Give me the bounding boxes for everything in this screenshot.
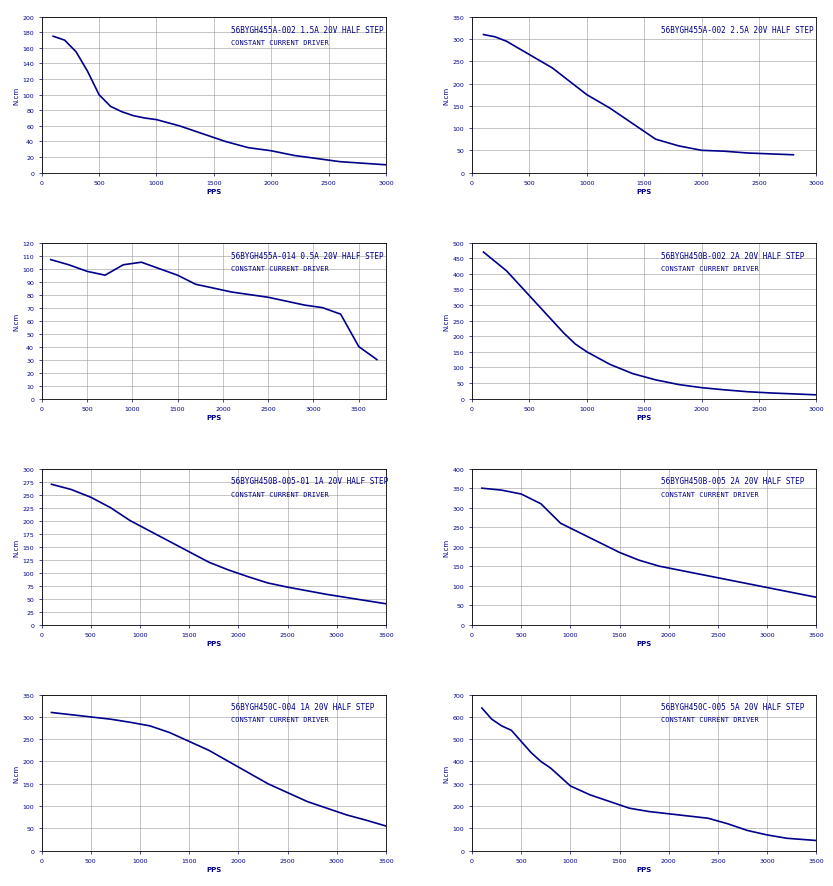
Text: CONSTANT CURRENT DRIVER: CONSTANT CURRENT DRIVER (231, 717, 329, 723)
Y-axis label: N.cm: N.cm (444, 764, 450, 781)
Text: CONSTANT CURRENT DRIVER: CONSTANT CURRENT DRIVER (661, 265, 759, 271)
X-axis label: PPS: PPS (207, 415, 222, 421)
Y-axis label: N.cm: N.cm (13, 764, 19, 781)
X-axis label: PPS: PPS (207, 189, 222, 195)
Y-axis label: N.cm: N.cm (13, 538, 19, 556)
Text: CONSTANT CURRENT DRIVER: CONSTANT CURRENT DRIVER (231, 40, 329, 45)
Text: CONSTANT CURRENT DRIVER: CONSTANT CURRENT DRIVER (231, 491, 329, 497)
X-axis label: PPS: PPS (207, 866, 222, 872)
Y-axis label: N.cm: N.cm (13, 87, 19, 105)
Text: 56BYGH450C-004 1A 20V HALF STEP: 56BYGH450C-004 1A 20V HALF STEP (231, 703, 374, 711)
Text: CONSTANT CURRENT DRIVER: CONSTANT CURRENT DRIVER (661, 491, 759, 497)
Y-axis label: N.cm: N.cm (444, 538, 450, 556)
Text: CONSTANT CURRENT DRIVER: CONSTANT CURRENT DRIVER (661, 717, 759, 723)
Text: 56BYGH455A-002 1.5A 20V HALF STEP: 56BYGH455A-002 1.5A 20V HALF STEP (231, 26, 384, 35)
X-axis label: PPS: PPS (636, 415, 651, 421)
Text: 56BYGH450B-002 2A 20V HALF STEP: 56BYGH450B-002 2A 20V HALF STEP (661, 252, 805, 260)
Y-axis label: N.cm: N.cm (13, 312, 19, 330)
X-axis label: PPS: PPS (636, 641, 651, 646)
Text: 56BYGH455A-014 0.5A 20V HALF STEP: 56BYGH455A-014 0.5A 20V HALF STEP (231, 252, 384, 260)
Text: 56BYGH450B-005-01 1A 20V HALF STEP: 56BYGH450B-005-01 1A 20V HALF STEP (231, 477, 388, 486)
Text: 56BYGH450C-005 5A 20V HALF STEP: 56BYGH450C-005 5A 20V HALF STEP (661, 703, 805, 711)
X-axis label: PPS: PPS (636, 866, 651, 872)
Y-axis label: N.cm: N.cm (444, 87, 450, 105)
X-axis label: PPS: PPS (207, 641, 222, 646)
Text: 56BYGH455A-002 2.5A 20V HALF STEP: 56BYGH455A-002 2.5A 20V HALF STEP (661, 26, 814, 35)
Y-axis label: N.cm: N.cm (444, 312, 450, 330)
Text: 56BYGH450B-005 2A 20V HALF STEP: 56BYGH450B-005 2A 20V HALF STEP (661, 477, 805, 486)
X-axis label: PPS: PPS (636, 189, 651, 195)
Text: CONSTANT CURRENT DRIVER: CONSTANT CURRENT DRIVER (231, 265, 329, 271)
